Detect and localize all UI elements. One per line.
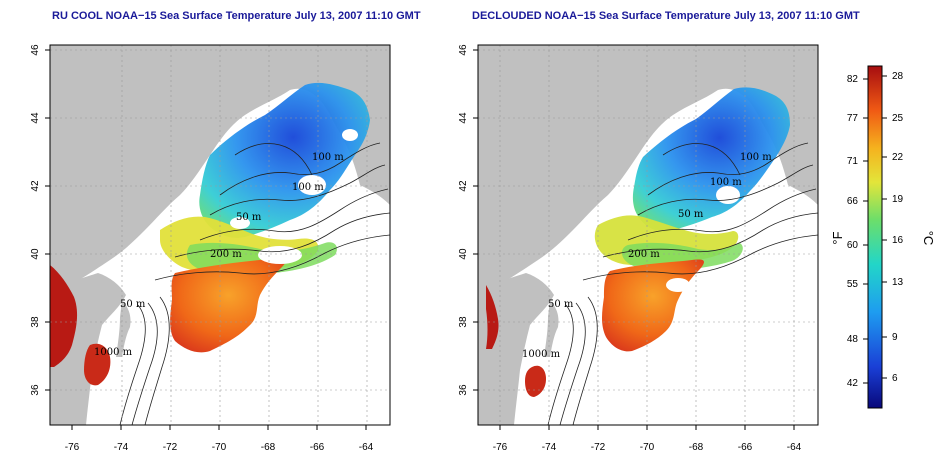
contour-label-100m-a: 100 m [312,152,344,163]
sst-cool-shelf-right [632,87,790,232]
left-lon-tick: -70 [212,442,227,453]
colorbar-c-tick: 22 [892,152,904,163]
colorbar-f-tick: 77 [847,113,859,124]
left-map-panel: 100 m 100 m 50 m 200 m 50 m 1000 m [49,44,391,426]
colorbar-c-tick: 16 [892,235,904,246]
colorbar-c-tick: 28 [892,71,904,82]
left-map-title: RU COOL NOAA−15 Sea Surface Temperature … [52,10,421,22]
colorbar-c-tick: 13 [892,277,904,288]
sst-south-warm-left [84,343,111,386]
right-lat-tick: 42 [458,180,469,192]
left-lon-axis: -76 -74 -72 -70 -68 -66 -64 [65,425,374,453]
right-map-graticule [478,45,818,425]
right-lat-tick: 36 [458,384,469,396]
left-lon-tick: -76 [65,442,80,453]
right-lon-tick: -64 [787,442,802,453]
left-lon-tick: -68 [261,442,276,453]
contour-label-100m-b: 100 m [292,182,324,193]
right-lon-tick: -70 [640,442,655,453]
contour-label-50m-b: 50 m [120,299,146,310]
colorbar-fahrenheit-unit: °F [830,231,845,244]
contour-label-50m-a: 50 m [236,212,262,223]
left-lon-tick: -72 [163,442,178,453]
right-lon-tick: -68 [689,442,704,453]
contour-label-50m-a-right: 50 m [678,209,704,220]
left-lat-tick: 36 [30,384,41,396]
left-lat-tick: 40 [30,248,41,260]
left-lon-tick: -64 [359,442,374,453]
left-lon-tick: -66 [310,442,325,453]
contour-label-1000m: 1000 m [94,347,133,358]
contour-label-200m: 200 m [210,249,242,260]
left-lat-tick: 38 [30,316,41,328]
right-lon-tick: -72 [591,442,606,453]
contour-label-200m-right: 200 m [628,249,660,260]
colorbar-f-tick: 82 [847,74,859,85]
colorbar-f-tick: 48 [847,334,859,345]
colorbar-f-tick: 55 [847,279,859,290]
left-lon-tick: -74 [114,442,129,453]
left-map-graticule [50,45,390,425]
colorbar-c-tick: 9 [892,332,898,343]
contour-label-50m-b-right: 50 m [548,299,574,310]
colorbar-f-tick: 71 [847,156,859,167]
right-lon-axis: -76 -74 -72 -70 -68 -66 -64 [493,425,802,453]
contour-label-100m-b-right: 100 m [710,177,742,188]
right-map-title: DECLOUDED NOAA−15 Sea Surface Temperatur… [472,10,860,22]
sst-cool-shelf-left [199,82,370,238]
contour-label-1000m-right: 1000 m [522,349,561,360]
left-lat-axis: 46 44 42 40 38 36 [30,44,50,396]
right-lat-axis: 46 44 42 40 38 36 [458,44,478,396]
sst-gulfstream-right [486,285,499,349]
left-lat-tick: 46 [30,44,41,56]
right-lat-tick: 46 [458,44,469,56]
colorbar-f-tick: 66 [847,196,859,207]
right-lon-tick: -74 [542,442,557,453]
right-map-panel: 100 m 100 m 50 m 200 m 50 m 1000 m [477,44,819,426]
sst-gulfstream-left [50,265,78,367]
colorbar-c-tick: 25 [892,113,904,124]
right-lon-tick: -76 [493,442,508,453]
sst-warm-core-left [170,257,287,353]
left-lat-tick: 44 [30,112,41,124]
colorbar-gradient [867,65,883,409]
temperature-colorbar: 82 77 71 66 60 55 48 42 28 25 22 19 16 1… [830,65,936,409]
colorbar-celsius-unit: °C [921,231,936,246]
colorbar-c-tick: 19 [892,194,904,205]
right-lat-tick: 38 [458,316,469,328]
colorbar-f-tick: 60 [847,240,859,251]
right-lat-tick: 40 [458,248,469,260]
right-lat-tick: 44 [458,112,469,124]
left-lat-tick: 42 [30,180,41,192]
colorbar-c-tick: 6 [892,373,898,384]
contour-label-100m-a-right: 100 m [740,152,772,163]
colorbar-f-tick: 42 [847,378,859,389]
right-lon-tick: -66 [738,442,753,453]
sst-south-warm-right [525,365,546,397]
